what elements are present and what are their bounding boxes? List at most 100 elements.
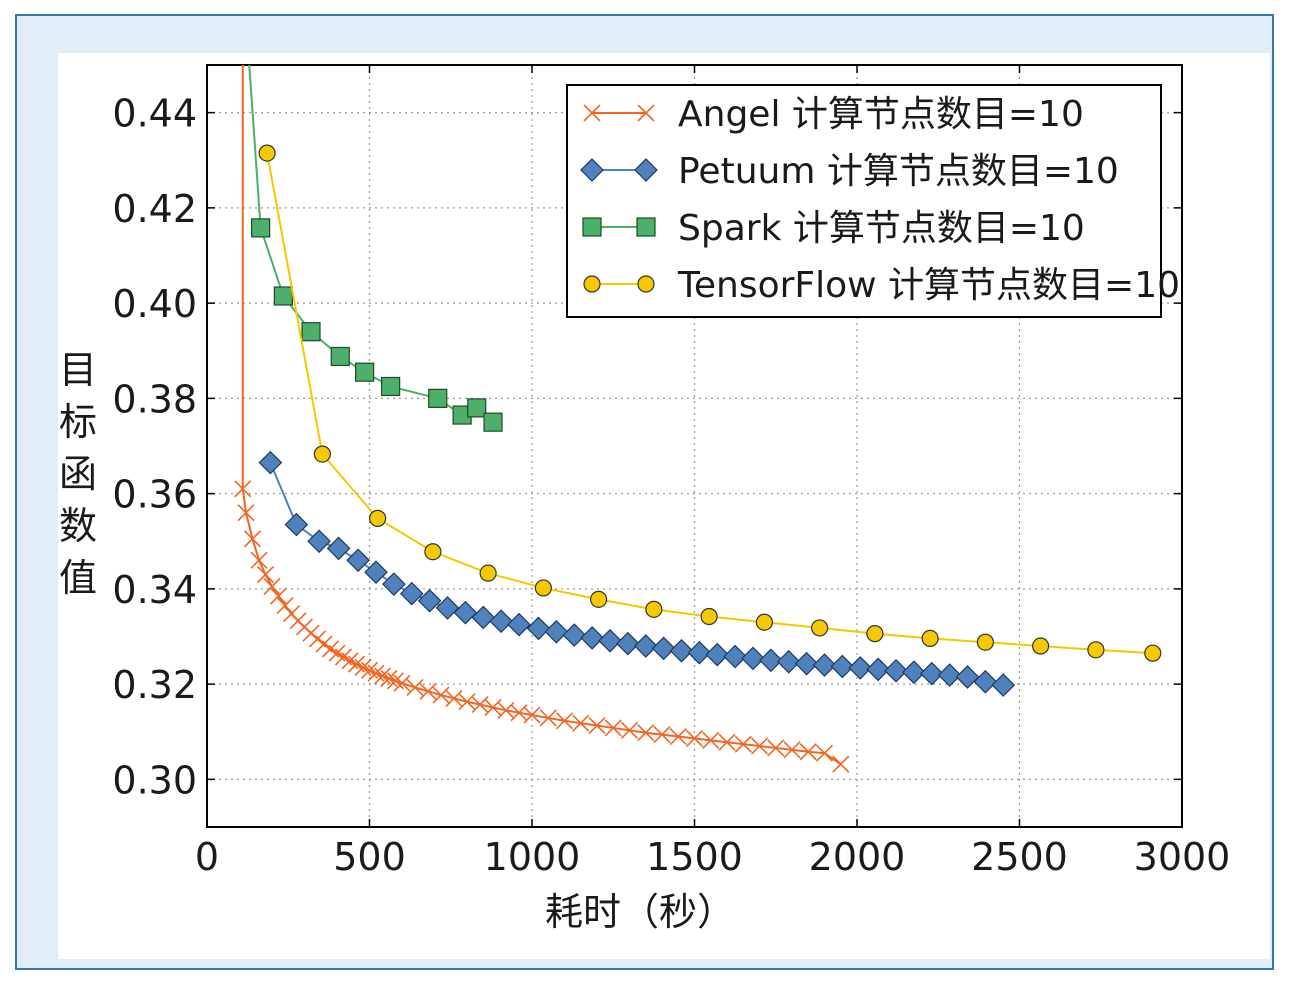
data-point xyxy=(902,660,926,685)
data-point xyxy=(919,661,944,686)
legend-box xyxy=(566,84,1162,318)
y-tick-label: 0.36 xyxy=(112,473,197,517)
data-point xyxy=(417,588,442,613)
data-point xyxy=(572,714,590,732)
data-point xyxy=(307,529,331,554)
data-point xyxy=(848,656,873,680)
data-point xyxy=(367,664,385,682)
data-point xyxy=(380,669,398,687)
data-point xyxy=(467,398,487,418)
x-tick-label: 2500 xyxy=(971,835,1068,879)
data-point xyxy=(702,731,720,749)
data-point xyxy=(1032,637,1050,655)
data-point xyxy=(637,724,655,742)
data-point xyxy=(776,649,801,674)
x-axis-title: 耗时（秒） xyxy=(545,890,735,934)
y-tick-label: 0.34 xyxy=(112,568,197,612)
data-point xyxy=(669,638,694,663)
x-tick-label: 3000 xyxy=(1134,835,1231,879)
data-point xyxy=(399,581,424,606)
data-point xyxy=(269,587,288,605)
data-point xyxy=(364,560,388,585)
data-point xyxy=(866,625,884,643)
data-point xyxy=(489,609,513,634)
legend-entry: Spark 计算节点数目=10 xyxy=(582,208,1085,249)
data-point xyxy=(251,218,271,238)
data-point xyxy=(386,672,405,690)
legend-entry: Petuum 计算节点数目=10 xyxy=(580,151,1119,192)
data-point xyxy=(741,646,765,671)
data-point xyxy=(237,504,255,522)
data-point xyxy=(479,564,497,582)
data-point xyxy=(432,686,450,704)
data-point xyxy=(445,689,463,707)
y-tick-label: 0.38 xyxy=(112,377,197,421)
data-point xyxy=(588,716,606,735)
data-point xyxy=(700,607,718,626)
data-point xyxy=(483,412,503,432)
data-point xyxy=(382,572,406,596)
data-point xyxy=(330,346,350,367)
series-0 xyxy=(234,65,850,773)
data-point xyxy=(523,706,541,724)
data-point xyxy=(723,644,747,669)
data-point xyxy=(555,712,574,730)
legend-marker xyxy=(637,275,655,293)
data-point xyxy=(301,322,321,342)
data-point xyxy=(685,729,704,747)
data-point xyxy=(406,678,424,697)
data-point xyxy=(653,726,671,744)
data-point xyxy=(598,628,622,653)
data-point xyxy=(799,743,817,761)
data-point xyxy=(544,619,569,644)
legend-label: TensorFlow 计算节点数目=10 xyxy=(677,265,1180,306)
legend-label: Spark 计算节点数目=10 xyxy=(678,208,1085,249)
data-point xyxy=(354,658,372,677)
legend-marker xyxy=(634,158,658,182)
data-point xyxy=(355,362,375,382)
legend-label: Angel 计算节点数目=10 xyxy=(678,94,1084,135)
data-point xyxy=(539,709,557,727)
legend-marker xyxy=(637,104,655,122)
data-point xyxy=(921,629,939,648)
data-point xyxy=(453,600,478,625)
data-point xyxy=(866,657,890,682)
data-point xyxy=(526,616,551,641)
y-tick-label: 0.44 xyxy=(112,92,197,136)
data-point xyxy=(243,530,262,548)
legend-marker xyxy=(583,275,601,293)
legend-marker xyxy=(582,217,602,237)
data-point xyxy=(326,536,351,561)
data-point xyxy=(832,755,850,773)
data-point xyxy=(435,596,460,620)
data-point xyxy=(645,600,663,618)
data-point xyxy=(256,566,275,584)
y-tick-label: 0.32 xyxy=(112,663,197,707)
data-point xyxy=(734,735,752,753)
data-point xyxy=(811,619,829,637)
data-point xyxy=(955,665,980,689)
x-tick-label: 500 xyxy=(333,835,406,879)
x-tick-label: 2000 xyxy=(809,835,906,879)
data-point xyxy=(381,376,401,397)
data-point xyxy=(424,543,442,561)
plot-area-border xyxy=(206,64,1183,828)
data-point xyxy=(830,654,855,679)
y-tick-label: 0.40 xyxy=(112,282,197,326)
data-point xyxy=(562,623,587,647)
series-2 xyxy=(248,65,503,432)
data-point xyxy=(250,551,268,569)
data-point xyxy=(991,673,1016,697)
data-point xyxy=(346,548,370,573)
legend-entry: Angel 计算节点数目=10 xyxy=(583,94,1084,135)
x-tick-label: 1000 xyxy=(484,835,581,879)
data-point xyxy=(815,744,834,762)
data-point xyxy=(669,727,687,746)
x-tick-label: 0 xyxy=(195,835,219,879)
data-point xyxy=(360,661,379,679)
data-point xyxy=(313,445,331,463)
data-point xyxy=(937,663,962,687)
series-3 xyxy=(258,144,1162,662)
data-point xyxy=(1087,641,1105,659)
